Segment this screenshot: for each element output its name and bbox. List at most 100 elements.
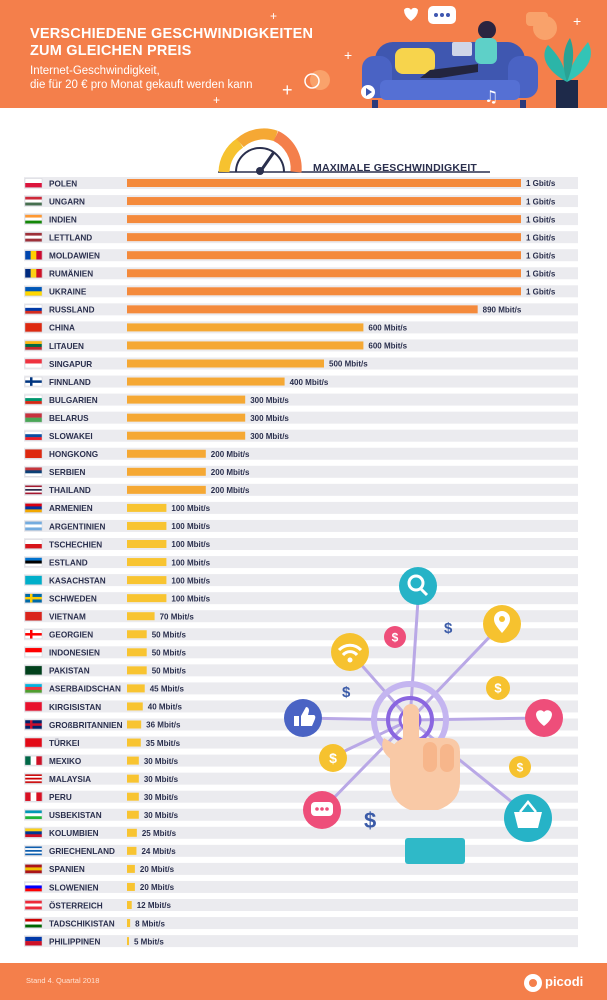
- row-background: [24, 628, 578, 641]
- country-label: VIETNAM: [49, 613, 86, 622]
- speed-bar: [127, 774, 139, 783]
- flag-stripe: [25, 738, 42, 748]
- flag-stripe: [25, 557, 42, 561]
- flag-stripe: [25, 941, 42, 946]
- speed-bar: [127, 179, 521, 187]
- flag-border: [24, 449, 43, 459]
- flag-stripe: [25, 359, 42, 364]
- speed-bar: [127, 846, 137, 855]
- flag-border: [24, 918, 43, 928]
- speed-bar: [127, 738, 141, 747]
- flag-cross: [25, 723, 42, 726]
- flag-border: [24, 647, 43, 658]
- country-label: MALAYSIA: [49, 775, 91, 784]
- flag-stripe: [25, 870, 42, 874]
- flag-border: [24, 539, 43, 549]
- flag-stripe: [25, 521, 42, 525]
- flag-stripe: [25, 834, 42, 838]
- country-label: SCHWEDEN: [49, 594, 97, 603]
- flag-stripe: [25, 849, 42, 852]
- speed-bar: [127, 503, 167, 512]
- flag-border: [24, 376, 43, 387]
- country-label: PERU: [49, 793, 72, 802]
- flag-stripe: [25, 560, 42, 564]
- heart-icon: [404, 7, 418, 21]
- country-label: GRIECHENLAND: [49, 847, 115, 856]
- value-label: 36 Mbit/s: [146, 721, 181, 730]
- value-label: 200 Mbit/s: [211, 468, 250, 477]
- flag-stripe: [25, 417, 42, 423]
- flag-stripe: [25, 524, 42, 528]
- flag-stripe: [25, 756, 31, 766]
- value-label: 600 Mbit/s: [368, 324, 407, 333]
- flag-border: [24, 232, 43, 242]
- value-label: 50 Mbit/s: [152, 630, 187, 639]
- flag-cross: [25, 380, 42, 383]
- country-label: KOLUMBIEN: [49, 829, 99, 838]
- flag-border: [24, 900, 43, 910]
- speed-bar: [127, 413, 246, 422]
- flag-stripe: [25, 434, 42, 438]
- flag-stripe: [36, 792, 43, 802]
- value-label: 30 Mbit/s: [144, 811, 179, 820]
- country-label: SPANIEN: [49, 865, 85, 874]
- speed-bar: [127, 630, 147, 639]
- flag-stripe: [36, 756, 43, 766]
- country-label: ASERBAIDSCHAN: [49, 685, 121, 694]
- flag-stripe: [25, 268, 31, 278]
- country-label: PAKISTAN: [49, 667, 90, 676]
- country-label: FINNLAND: [49, 378, 91, 387]
- country-label: RUMÄNIEN: [49, 269, 93, 279]
- flag-stripe: [25, 779, 42, 782]
- value-label: 30 Mbit/s: [144, 793, 179, 802]
- country-label: THAILAND: [49, 486, 91, 495]
- value-label: 20 Mbit/s: [140, 883, 175, 892]
- flag-border: [24, 503, 43, 513]
- flag-border: [24, 846, 43, 856]
- flag-stripe: [25, 492, 42, 495]
- flag-stripe: [25, 611, 42, 621]
- flag-stripe: [25, 202, 42, 206]
- flag-stripe: [25, 220, 42, 224]
- flag-stripe: [25, 395, 42, 399]
- flag-border: [24, 214, 43, 224]
- flag-stripe: [25, 918, 42, 922]
- flag-stripe: [25, 183, 42, 188]
- flag-stripe: [25, 846, 42, 849]
- flag-stripe: [25, 485, 42, 488]
- country-label: UKRAINE: [49, 288, 87, 297]
- flag-stripe: [25, 848, 42, 851]
- flag-stripe: [25, 196, 42, 200]
- row-background: [24, 772, 578, 785]
- country-label: LETTLAND: [49, 233, 92, 242]
- flag-stripe: [25, 286, 42, 292]
- value-label: 24 Mbit/s: [141, 847, 176, 856]
- flag-stripe: [25, 701, 42, 712]
- speedometer-icon: [218, 128, 490, 175]
- speed-bar: [127, 576, 167, 585]
- value-label: 100 Mbit/s: [171, 504, 210, 513]
- flag-stripe: [25, 310, 42, 315]
- speed-bar: [127, 828, 137, 837]
- country-label: ARGENTINIEN: [49, 522, 105, 531]
- value-label: 300 Mbit/s: [250, 432, 289, 441]
- flag-border: [24, 665, 43, 676]
- flag-stripe: [25, 307, 42, 312]
- speed-bar: [127, 215, 521, 224]
- flag-stripe: [25, 924, 42, 928]
- speed-bar: [127, 612, 155, 621]
- row-background: [24, 700, 578, 713]
- country-label: PHILIPPINEN: [49, 937, 100, 946]
- flag-stripe: [25, 867, 42, 871]
- row-background: [24, 736, 578, 749]
- value-label: 35 Mbit/s: [146, 739, 181, 748]
- flag-border: [24, 268, 43, 278]
- flag-stripe: [25, 647, 42, 653]
- flag-stripe: [25, 792, 31, 802]
- flag-border: [24, 358, 43, 369]
- value-label: 1 Gbit/s: [526, 197, 556, 206]
- flag-stripe: [25, 781, 42, 784]
- plus-icon: +: [282, 80, 293, 100]
- country-label: CHINA: [49, 324, 75, 333]
- country-label: GEORGIEN: [49, 631, 93, 640]
